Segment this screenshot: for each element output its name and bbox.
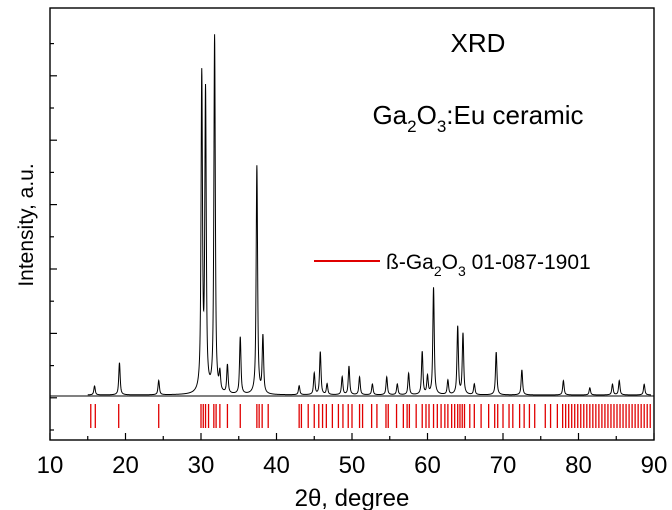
y-axis-label: Intensity, a.u. (15, 163, 38, 286)
chart-title: XRD (451, 28, 506, 58)
chart-subtitle: Ga2O3:Eu ceramic (372, 100, 583, 136)
x-tick-label: 60 (414, 452, 441, 479)
x-tick-label: 20 (112, 452, 139, 479)
x-tick-label: 50 (339, 452, 366, 479)
x-tick-label: 90 (641, 452, 668, 479)
pattern-line (87, 34, 651, 396)
x-tick-label: 80 (565, 452, 592, 479)
x-tick-label: 40 (263, 452, 290, 479)
x-axis-ticks (49, 433, 655, 440)
x-tick-label: 10 (37, 452, 64, 479)
x-axis-tick-labels: 10 20 30 40 50 60 70 80 90 (37, 452, 668, 479)
x-axis-label: 2θ, degree (295, 485, 410, 510)
y-axis-ticks (50, 42, 57, 431)
x-tick-label: 30 (188, 452, 215, 479)
x-tick-label: 70 (490, 452, 517, 479)
plot-layer (87, 34, 651, 428)
legend-label: ß-Ga2O3 01-087-1901 (386, 251, 591, 279)
